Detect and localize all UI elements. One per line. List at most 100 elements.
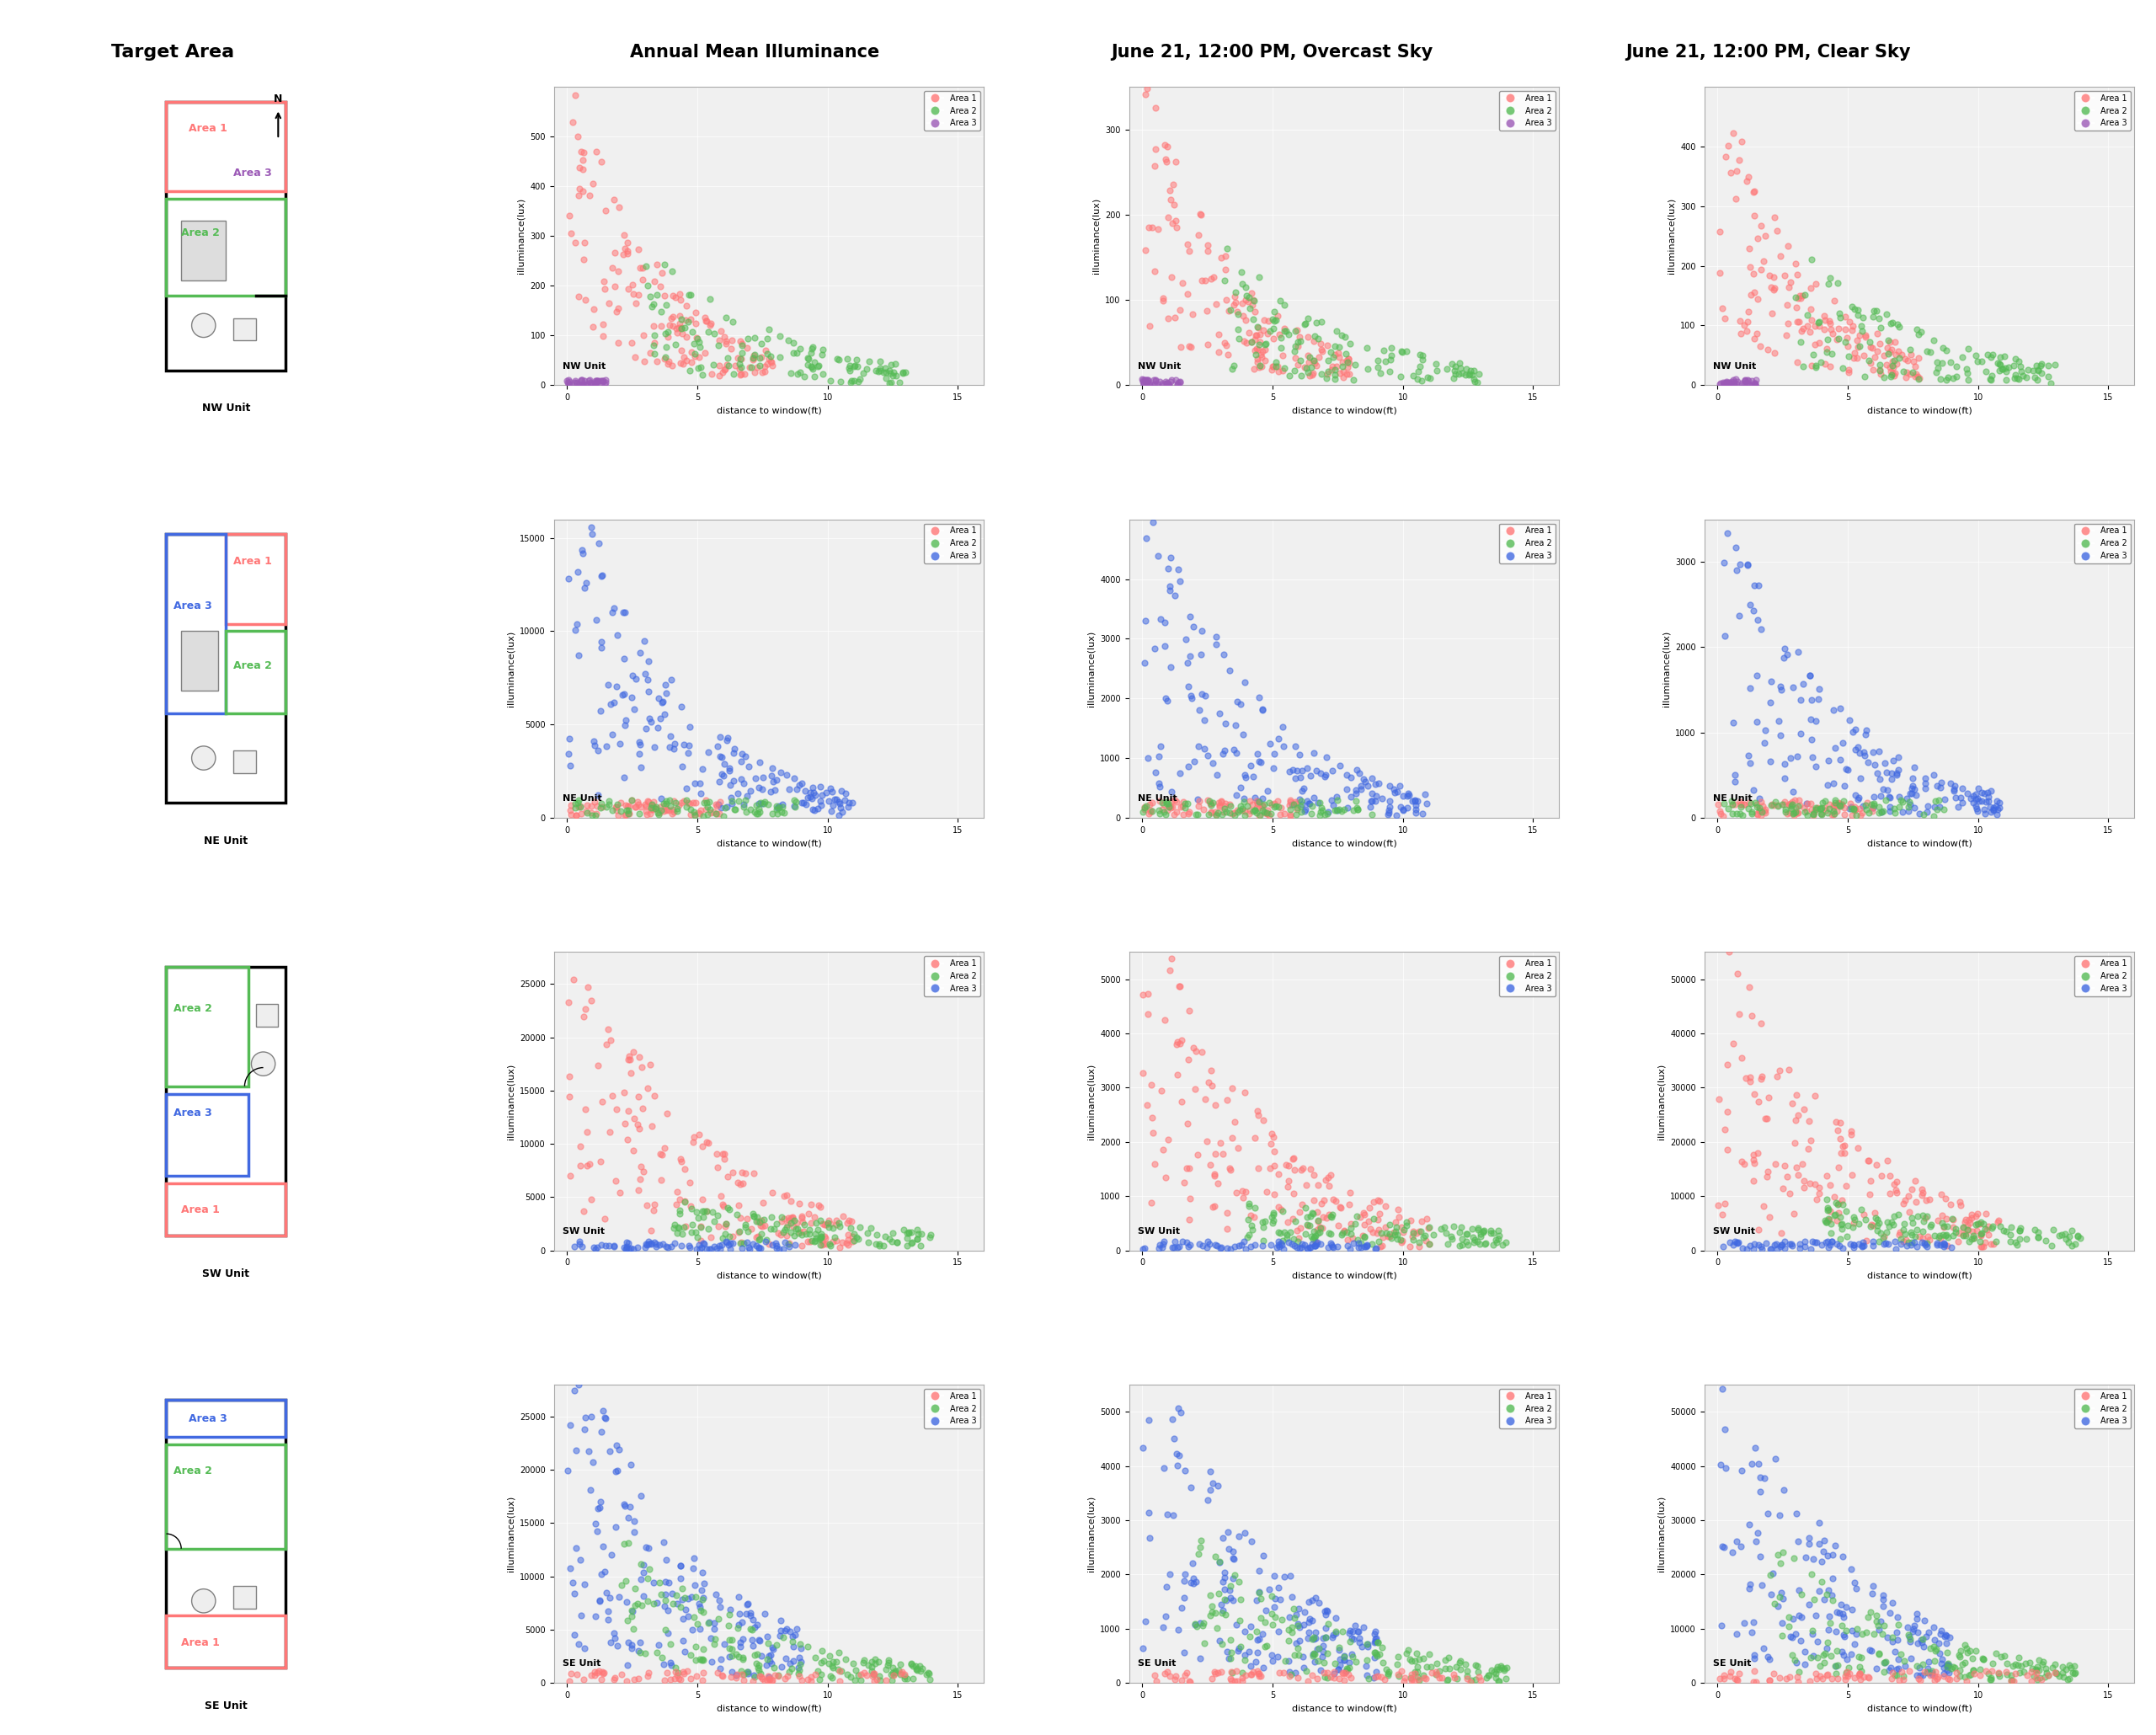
Point <box>1212 297 1246 324</box>
Point <box>1192 1581 1227 1608</box>
Point <box>1811 307 1846 335</box>
Point <box>1203 1659 1238 1686</box>
Point <box>791 1666 826 1693</box>
Point <box>610 1228 645 1256</box>
Point <box>1164 793 1199 821</box>
Point <box>619 793 653 821</box>
Point <box>1153 1560 1188 1588</box>
Point <box>746 359 780 387</box>
Point <box>742 344 776 371</box>
Point <box>1147 800 1181 828</box>
Text: Area 3: Area 3 <box>190 1414 226 1424</box>
Point <box>1294 1234 1328 1261</box>
Point <box>1281 328 1315 356</box>
Point <box>1718 156 1753 184</box>
Point <box>1772 1230 1807 1258</box>
Point <box>1130 744 1164 772</box>
Point <box>1242 262 1276 290</box>
Point <box>1925 335 1960 363</box>
Point <box>1945 774 1979 802</box>
Point <box>658 1664 692 1692</box>
Point <box>1781 1659 1815 1686</box>
Point <box>724 345 759 373</box>
Point <box>677 1555 711 1582</box>
Point <box>1186 1232 1220 1260</box>
Point <box>1330 1655 1365 1683</box>
Point <box>1787 793 1822 821</box>
Point <box>1923 1650 1958 1678</box>
Point <box>1986 1216 2020 1244</box>
Point <box>1225 796 1259 824</box>
Point <box>1708 1116 1742 1143</box>
Point <box>1455 1223 1490 1251</box>
Point <box>688 338 722 366</box>
Point <box>621 1589 655 1617</box>
Point <box>813 368 847 396</box>
Point <box>677 802 711 829</box>
Point <box>1214 1667 1248 1695</box>
Point <box>1307 800 1341 828</box>
Point <box>2020 1659 2055 1686</box>
Point <box>759 795 793 822</box>
Point <box>606 220 640 248</box>
Point <box>1181 1142 1216 1169</box>
Point <box>1358 1638 1393 1666</box>
Point <box>1897 753 1932 781</box>
Point <box>1744 1235 1779 1263</box>
Point <box>1846 1620 1880 1648</box>
Point <box>1138 257 1173 285</box>
Point <box>1147 1136 1181 1164</box>
Point <box>1813 1218 1848 1246</box>
Point <box>651 786 686 814</box>
Point <box>1291 1608 1326 1636</box>
Point <box>558 1355 593 1383</box>
Point <box>1815 340 1850 368</box>
Point <box>1279 1629 1313 1657</box>
Point <box>1854 795 1889 822</box>
Point <box>617 1615 651 1643</box>
Point <box>1298 349 1332 376</box>
Point <box>744 1220 778 1247</box>
Point <box>1328 1657 1363 1685</box>
Point <box>1723 999 1757 1027</box>
Point <box>640 1631 675 1659</box>
Point <box>742 1655 776 1683</box>
Text: NE Unit: NE Unit <box>563 795 602 803</box>
Point <box>1222 1633 1257 1660</box>
Text: Area 2: Area 2 <box>181 227 220 238</box>
Point <box>584 789 619 817</box>
Point <box>1785 1150 1820 1178</box>
Point <box>2022 1657 2057 1685</box>
Point <box>2024 350 2059 378</box>
Point <box>1298 1624 1332 1652</box>
Point <box>1869 786 1904 814</box>
Point <box>1356 1206 1391 1234</box>
Point <box>625 321 660 349</box>
Point <box>1953 1201 1988 1228</box>
Point <box>653 732 688 760</box>
Point <box>630 1074 664 1102</box>
Point <box>664 314 699 342</box>
Point <box>1304 1190 1339 1218</box>
Point <box>1235 791 1270 819</box>
Point <box>1464 1666 1498 1693</box>
Point <box>578 732 612 760</box>
Point <box>1401 1228 1436 1256</box>
Point <box>561 1660 595 1688</box>
Point <box>677 330 711 357</box>
Y-axis label: illuminance(lux): illuminance(lux) <box>1087 1496 1095 1572</box>
Point <box>1442 1218 1477 1246</box>
Point <box>571 1150 606 1178</box>
Point <box>1701 791 1736 819</box>
Point <box>1138 370 1173 397</box>
Point <box>765 1622 800 1650</box>
Point <box>1169 1154 1203 1182</box>
Point <box>1481 1667 1516 1695</box>
Point <box>2053 1221 2087 1249</box>
Point <box>1309 364 1343 392</box>
Point <box>1783 685 1818 713</box>
Point <box>1703 796 1738 824</box>
Point <box>759 795 793 822</box>
Point <box>1813 352 1848 380</box>
Point <box>683 333 718 361</box>
